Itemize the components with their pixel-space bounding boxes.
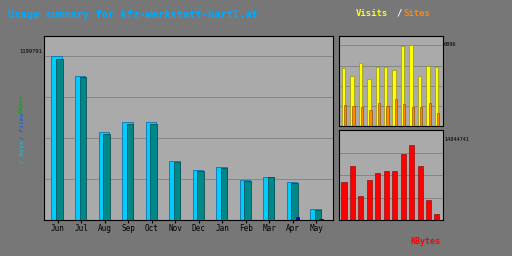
- Bar: [221, 168, 227, 220]
- Bar: [378, 103, 380, 126]
- Bar: [240, 180, 250, 220]
- Bar: [417, 166, 422, 220]
- Bar: [296, 217, 299, 220]
- Bar: [344, 105, 346, 126]
- Bar: [268, 177, 274, 220]
- Bar: [98, 132, 109, 220]
- Bar: [392, 170, 397, 220]
- Bar: [403, 104, 406, 126]
- Bar: [80, 77, 86, 220]
- Bar: [375, 173, 380, 220]
- Bar: [420, 108, 422, 126]
- Bar: [437, 113, 439, 126]
- Text: Pages: Pages: [19, 95, 25, 113]
- Text: /: /: [397, 9, 402, 18]
- Bar: [193, 170, 203, 220]
- Bar: [75, 76, 86, 220]
- Bar: [395, 99, 397, 126]
- Text: 1199791: 1199791: [19, 49, 42, 54]
- Bar: [263, 177, 273, 220]
- Text: / Files: / Files: [19, 113, 25, 139]
- Text: 6896: 6896: [444, 42, 456, 47]
- Bar: [426, 66, 430, 126]
- Bar: [376, 67, 379, 126]
- Bar: [291, 183, 298, 220]
- Bar: [145, 122, 156, 220]
- Bar: [361, 107, 363, 126]
- Bar: [174, 162, 180, 220]
- Text: KBytes: KBytes: [411, 237, 441, 246]
- Bar: [367, 180, 372, 220]
- Bar: [410, 46, 413, 126]
- Bar: [383, 170, 389, 220]
- Bar: [342, 68, 345, 126]
- Bar: [122, 122, 133, 220]
- Bar: [369, 110, 372, 126]
- Bar: [287, 182, 297, 220]
- Bar: [434, 214, 439, 220]
- Bar: [384, 67, 388, 126]
- Bar: [359, 63, 362, 126]
- Bar: [358, 196, 364, 220]
- Bar: [393, 70, 396, 126]
- Bar: [151, 124, 157, 220]
- Bar: [103, 134, 110, 220]
- Bar: [426, 200, 431, 220]
- Bar: [409, 145, 414, 220]
- Bar: [169, 161, 180, 220]
- Bar: [319, 219, 323, 220]
- Text: / Hits: / Hits: [19, 141, 25, 163]
- Bar: [412, 107, 414, 126]
- Text: Visits: Visits: [356, 9, 388, 18]
- Bar: [386, 106, 389, 126]
- Bar: [401, 46, 404, 126]
- Text: Sites: Sites: [403, 9, 430, 18]
- Bar: [244, 181, 251, 220]
- Bar: [52, 56, 62, 220]
- Bar: [352, 106, 355, 126]
- Bar: [400, 154, 406, 220]
- Bar: [418, 76, 421, 126]
- Bar: [350, 166, 355, 220]
- Bar: [197, 171, 204, 220]
- Bar: [350, 76, 354, 126]
- Bar: [310, 209, 321, 220]
- Bar: [127, 124, 133, 220]
- Bar: [429, 103, 431, 126]
- Bar: [367, 79, 371, 126]
- Bar: [435, 67, 438, 126]
- Bar: [342, 182, 347, 220]
- Bar: [315, 210, 322, 220]
- Text: Usage summary for kfz-werkstatt-hartl.at: Usage summary for kfz-werkstatt-hartl.at: [8, 10, 258, 20]
- Bar: [56, 59, 62, 220]
- Bar: [216, 167, 227, 220]
- Text: 14844741: 14844741: [444, 136, 469, 142]
